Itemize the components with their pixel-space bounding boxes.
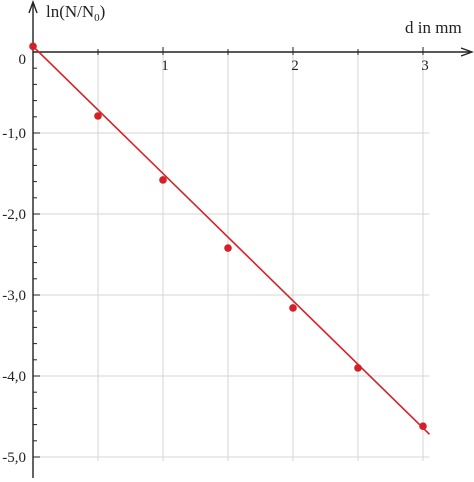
x-tick-label: 1	[161, 58, 169, 74]
data-point	[289, 304, 297, 312]
y-tick-label: 0	[19, 52, 27, 68]
y-axis-title: ln(N/N0)	[46, 2, 105, 24]
y-tick-label: -2,0	[2, 207, 26, 223]
tick-labels-layer: 1 2 3 0 -1,0 -2,0 -3,0 -4,0 -5,0	[2, 52, 429, 466]
x-tick-label: 2	[291, 58, 299, 74]
grid-layer	[33, 52, 430, 461]
x-axis-arrow	[460, 47, 474, 57]
y-tick-label: -3,0	[2, 288, 26, 304]
data-point	[94, 112, 102, 120]
x-axis-title: d in mm	[405, 18, 462, 37]
series-layer	[29, 42, 431, 435]
y-tick-label: -5,0	[2, 450, 26, 466]
x-tick-label: 3	[421, 58, 429, 74]
data-point	[159, 176, 167, 184]
ticks-layer	[33, 47, 424, 458]
data-point	[354, 364, 362, 372]
data-point	[419, 422, 427, 431]
y-axis-arrow	[28, 0, 38, 14]
data-point	[224, 244, 232, 252]
axes-layer	[28, 0, 474, 478]
fit-line	[32, 45, 431, 435]
data-point	[29, 42, 37, 51]
y-tick-label: -1,0	[2, 126, 26, 142]
y-tick-label: -4,0	[2, 369, 26, 385]
